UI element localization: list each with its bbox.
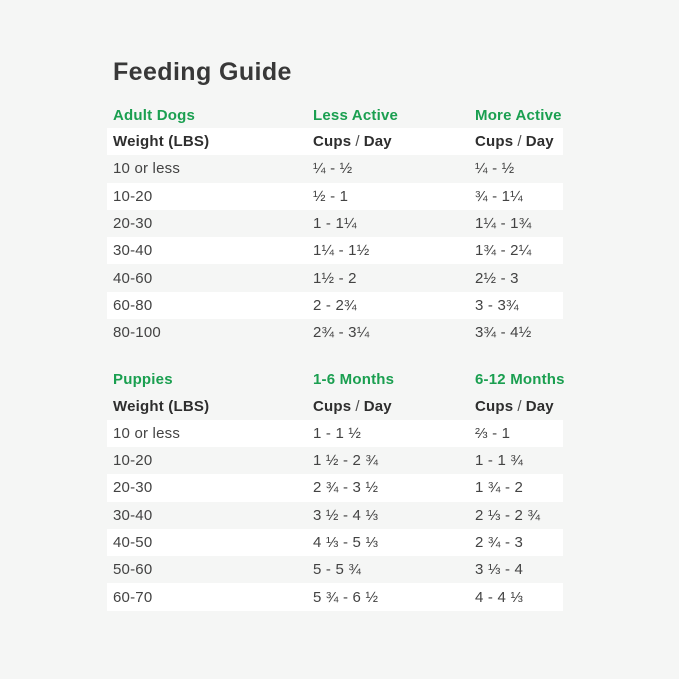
more-active-cell: 3 - 3¾ [475, 296, 519, 314]
weight-cell: 20-30 [113, 479, 153, 497]
weight-lbs-header: Weight (LBS) [113, 133, 210, 151]
months-1-6-cell: 3 ½ - 4 ⅓ [313, 506, 379, 524]
cups-label: Cups [313, 133, 352, 151]
slash-separator: / [355, 133, 360, 151]
section-title-puppies: Puppies [113, 371, 173, 389]
puppies-section-header-row: Puppies 1-6 Months 6-12 Months [107, 368, 565, 391]
cups-per-day-header: Cups / Day [475, 398, 563, 415]
cups-label: Cups [475, 133, 514, 151]
more-active-cell: ¾ - 1¼ [475, 187, 523, 205]
months-1-6-cell: 5 ¾ - 6 ½ [313, 588, 379, 606]
day-label: Day [525, 133, 554, 151]
adult-column-header-row: Weight (LBS) Cups / Day Cups / Day [107, 128, 563, 156]
table-row: 50-60 5 - 5 ¾ 3 ⅓ - 4 [107, 556, 563, 583]
day-label: Day [363, 397, 392, 415]
table-row: 60-70 5 ¾ - 6 ½ 4 - 4 ⅓ [107, 583, 563, 611]
column-header-6-12-months: 6-12 Months [475, 371, 565, 389]
table-row: 30-40 1¼ - 1½ 1¾ - 2¼ [107, 237, 563, 265]
months-6-12-cell: 2 ¾ - 3 [475, 534, 524, 551]
more-active-cell: 1¼ - 1¾ [475, 215, 532, 233]
feeding-guide-page: Feeding Guide Adult Dogs Less Active Mor… [107, 0, 565, 679]
weight-cell: 20-30 [113, 215, 153, 233]
cups-per-day-header: Cups / Day [313, 133, 475, 150]
table-row: 10 or less 1 - 1 ½ ⅔ - 1 [107, 419, 563, 447]
weight-cell: 50-60 [113, 561, 153, 579]
more-active-cell: 2½ - 3 [475, 269, 519, 287]
slash-separator: / [517, 133, 522, 151]
more-active-cell: 3¾ - 4½ [475, 324, 532, 342]
table-row: 40-50 4 ⅓ - 5 ⅓ 2 ¾ - 3 [107, 528, 563, 557]
less-active-cell: 1 - 1¼ [313, 215, 357, 233]
slash-separator: / [517, 397, 522, 415]
column-header-1-6-months: 1-6 Months [313, 371, 395, 389]
months-1-6-cell: 1 - 1 ½ [313, 424, 362, 442]
slash-separator: / [355, 397, 360, 415]
months-1-6-cell: 2 ¾ - 3 ½ [313, 479, 379, 497]
weight-cell: 30-40 [113, 506, 153, 524]
section-title-adult-dogs: Adult Dogs [113, 107, 195, 124]
table-row: 20-30 1 - 1¼ 1¼ - 1¾ [107, 210, 563, 237]
months-1-6-cell: 4 ⅓ - 5 ⅓ [313, 534, 379, 551]
cups-label: Cups [313, 397, 352, 415]
cups-label: Cups [475, 397, 514, 415]
table-row: 10-20 1 ½ - 2 ¾ 1 - 1 ¾ [107, 447, 563, 474]
table-row: 10-20 ½ - 1 ¾ - 1¼ [107, 182, 563, 210]
table-row: 40-60 1½ - 2 2½ - 3 [107, 264, 563, 291]
weight-cell: 60-70 [113, 588, 153, 606]
months-1-6-cell: 5 - 5 ¾ [313, 561, 362, 579]
day-label: Day [525, 397, 554, 415]
puppies-table: Puppies 1-6 Months 6-12 Months Weight (L… [107, 368, 565, 611]
more-active-cell: 1¾ - 2¼ [475, 242, 532, 260]
weight-cell: 30-40 [113, 242, 153, 260]
months-6-12-cell: 3 ⅓ - 4 [475, 561, 524, 579]
table-row: 20-30 2 ¾ - 3 ½ 1 ¾ - 2 [107, 474, 563, 502]
table-row: 60-80 2 - 2¾ 3 - 3¾ [107, 291, 563, 320]
months-6-12-cell: 2 ⅓ - 2 ¾ [475, 506, 541, 524]
months-6-12-cell: 1 - 1 ¾ [475, 452, 524, 470]
months-6-12-cell: 4 - 4 ⅓ [475, 588, 524, 606]
table-row: 80-100 2¾ - 3¼ 3¾ - 4½ [107, 319, 563, 346]
cups-per-day-header: Cups / Day [313, 398, 475, 415]
less-active-cell: 1½ - 2 [313, 269, 357, 287]
weight-cell: 10 or less [113, 160, 181, 178]
puppies-column-header-row: Weight (LBS) Cups / Day Cups / Day [107, 392, 563, 419]
less-active-cell: 2 - 2¾ [313, 296, 357, 314]
less-active-cell: 2¾ - 3¼ [313, 324, 370, 342]
months-1-6-cell: 1 ½ - 2 ¾ [313, 452, 379, 470]
page-title: Feeding Guide [113, 58, 292, 86]
adult-section-header-row: Adult Dogs Less Active More Active [107, 104, 563, 127]
weight-lbs-header: Weight (LBS) [113, 397, 210, 415]
weight-cell: 10 or less [113, 424, 181, 442]
months-6-12-cell: ⅔ - 1 [475, 424, 511, 442]
more-active-cell: ¼ - ½ [475, 160, 515, 178]
adult-dogs-table: Adult Dogs Less Active More Active Weigh… [107, 104, 563, 346]
cups-per-day-header: Cups / Day [475, 133, 563, 150]
less-active-cell: 1¼ - 1½ [313, 242, 370, 260]
table-row: 10 or less ¼ - ½ ¼ - ½ [107, 155, 563, 182]
weight-cell: 10-20 [113, 452, 153, 470]
weight-cell: 60-80 [113, 296, 153, 314]
weight-cell: 80-100 [113, 324, 161, 342]
weight-cell: 10-20 [113, 187, 153, 205]
day-label: Day [363, 133, 392, 151]
column-header-less-active: Less Active [313, 107, 399, 124]
table-row: 30-40 3 ½ - 4 ⅓ 2 ⅓ - 2 ¾ [107, 502, 563, 529]
less-active-cell: ½ - 1 [313, 187, 349, 205]
weight-cell: 40-50 [113, 534, 153, 551]
weight-cell: 40-60 [113, 269, 153, 287]
months-6-12-cell: 1 ¾ - 2 [475, 479, 524, 497]
less-active-cell: ¼ - ½ [313, 160, 353, 178]
column-header-more-active: More Active [475, 107, 562, 124]
